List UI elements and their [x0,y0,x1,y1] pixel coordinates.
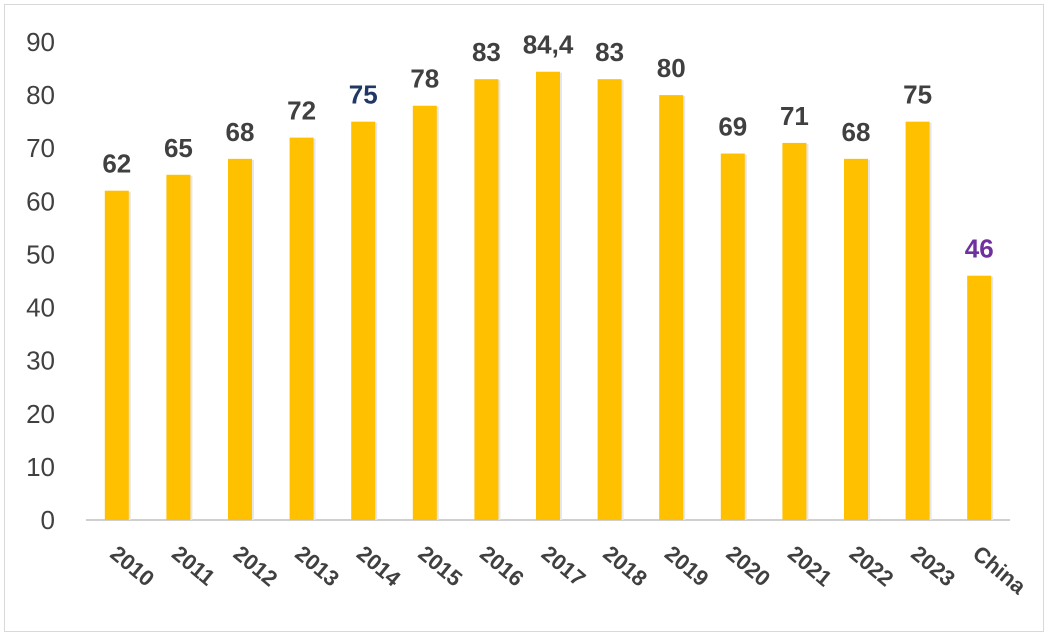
bar-2014 [351,121,376,521]
y-tick-label: 50 [26,239,55,269]
category-label-2023: 2023 [906,541,960,592]
data-label-2023: 75 [903,80,932,110]
y-tick-label: 40 [26,293,55,323]
category-label-2019: 2019 [660,541,714,592]
category-label-2012: 2012 [229,541,283,592]
bar-2021 [782,142,807,520]
data-label-2019: 80 [657,53,686,83]
bar-2017 [536,71,560,521]
data-label-2010: 62 [102,149,131,179]
bar-2010 [104,190,129,520]
category-label-2015: 2015 [414,541,468,592]
data-label-2014: 75 [349,80,378,110]
bar-2016 [474,79,499,520]
data-label-2015: 78 [410,64,439,94]
y-tick-label: 10 [26,452,55,482]
category-label-2013: 2013 [290,541,344,592]
category-label-2020: 2020 [722,541,776,592]
bar-2019 [659,95,684,520]
data-label-2018: 83 [595,37,624,67]
category-label-2022: 2022 [845,541,899,592]
data-label-2017: 84,4 [523,30,574,60]
category-label-China: China [968,541,1031,600]
data-label-2020: 69 [718,112,747,142]
data-label-2011: 65 [164,133,193,163]
data-label-2012: 68 [226,117,255,147]
data-label-2016: 83 [472,37,501,67]
category-label-2017: 2017 [537,541,591,592]
bar-2012 [228,158,252,520]
bar-2015 [412,105,437,520]
data-labels: 62 65 68 72 75 78 83 84,4 83 80 69 71 68 75 46 [102,30,993,264]
y-tick-label: 30 [26,346,55,376]
data-label-2013: 72 [287,96,316,126]
category-label-2016: 2016 [475,541,529,592]
bars [104,71,994,521]
category-label-2014: 2014 [352,541,406,592]
y-tick-label: 80 [26,80,55,110]
y-tick-label: 70 [26,133,55,163]
category-label-2018: 2018 [598,541,652,592]
y-tick-label: 0 [41,505,55,535]
bar-2011 [166,174,191,520]
y-tick-label: 20 [26,399,55,429]
data-label-China: 46 [965,234,994,264]
data-label-2021: 71 [780,101,809,131]
data-label-2022: 68 [842,117,871,147]
category-label-2011: 2011 [167,541,220,591]
x-axis-category-labels: 2010 2011 2012 2013 2014 2015 2016 2017 2018 2019… [106,541,1032,600]
bar-2020 [720,153,745,521]
bar-2018 [597,79,622,520]
category-label-2010: 2010 [106,541,160,592]
y-tick-label: 90 [26,27,55,57]
bar-China [967,275,992,520]
y-axis-ticks: 0 10 20 30 40 50 60 70 80 90 [26,27,55,535]
bar-2013 [289,137,314,520]
category-label-2021: 2021 [783,541,837,592]
y-tick-label: 60 [26,186,55,216]
bar-2022 [844,158,868,520]
bar-2023 [905,121,930,521]
